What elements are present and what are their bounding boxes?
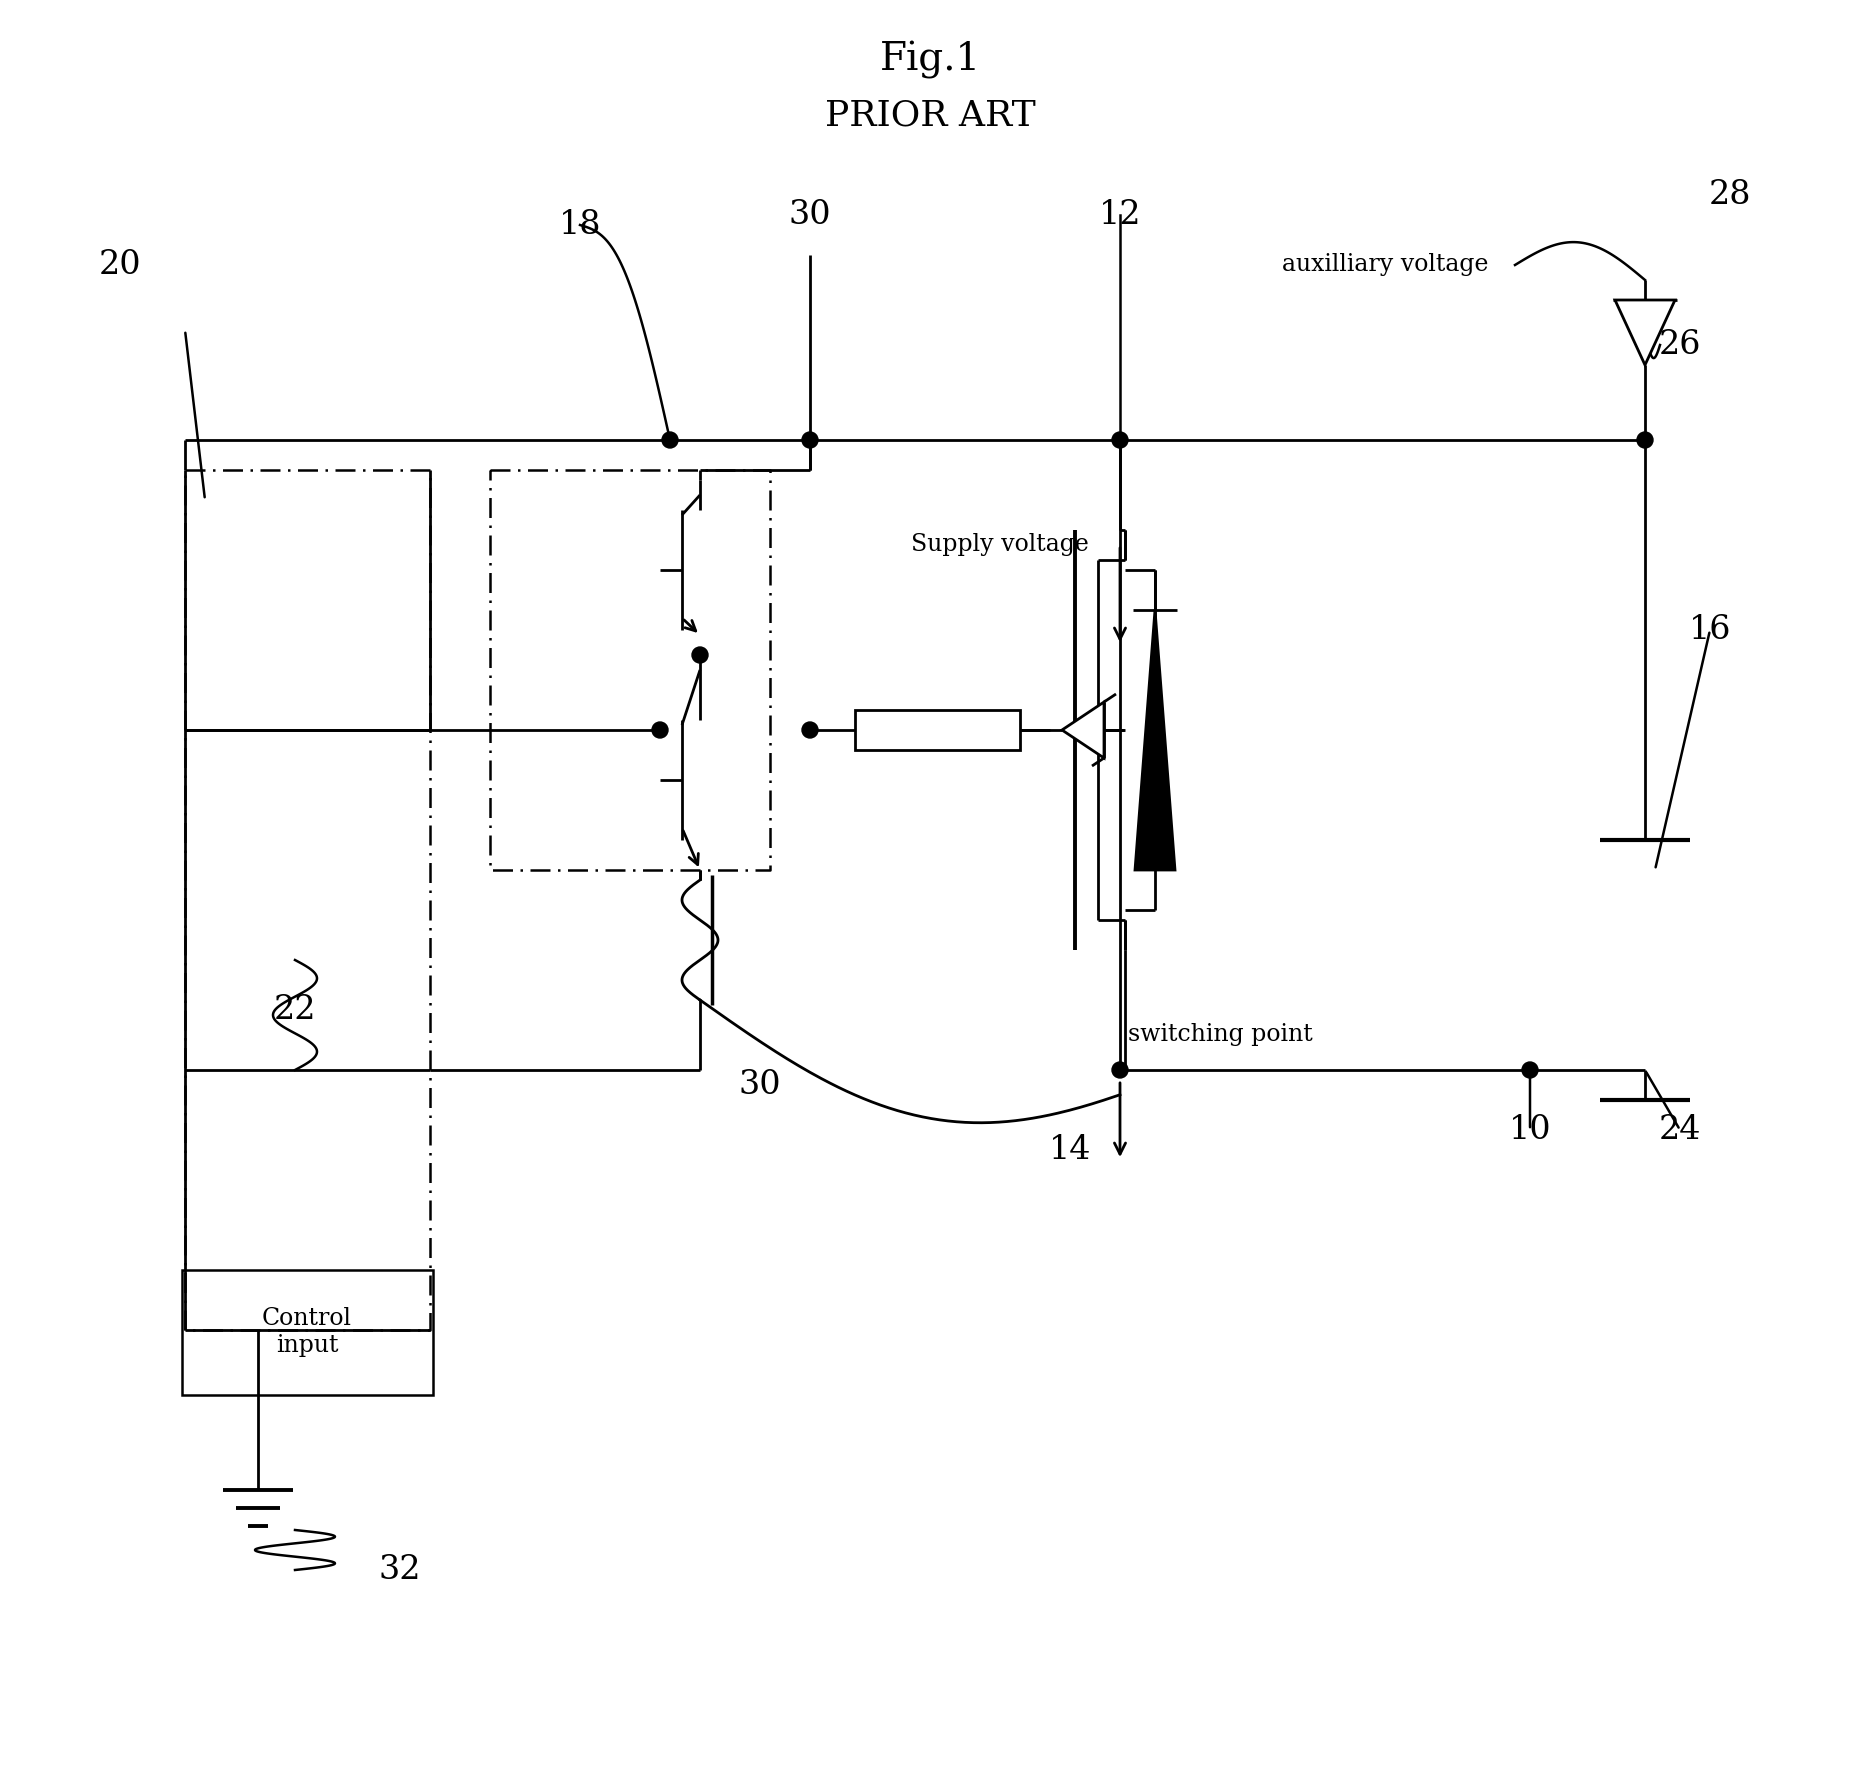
Text: 22: 22 bbox=[274, 993, 317, 1025]
Text: 20: 20 bbox=[99, 249, 142, 281]
Circle shape bbox=[652, 723, 669, 739]
Text: 16: 16 bbox=[1688, 614, 1731, 646]
Text: auxilliary voltage: auxilliary voltage bbox=[1282, 253, 1489, 276]
Text: Fig.1: Fig.1 bbox=[879, 41, 980, 78]
Text: PRIOR ART: PRIOR ART bbox=[825, 98, 1036, 132]
Text: 28: 28 bbox=[1708, 180, 1751, 212]
Text: 18: 18 bbox=[559, 208, 602, 240]
Text: 10: 10 bbox=[1509, 1114, 1552, 1146]
Text: switching point: switching point bbox=[1127, 1023, 1312, 1047]
Bar bbox=[183, 1269, 432, 1396]
Circle shape bbox=[661, 433, 678, 449]
Text: 24: 24 bbox=[1658, 1114, 1701, 1146]
Circle shape bbox=[1112, 433, 1127, 449]
Text: 26: 26 bbox=[1658, 329, 1701, 361]
Text: 12: 12 bbox=[1099, 199, 1142, 231]
Circle shape bbox=[1112, 1063, 1127, 1079]
Text: 14: 14 bbox=[1049, 1134, 1092, 1166]
Circle shape bbox=[1522, 1063, 1539, 1079]
Circle shape bbox=[691, 646, 708, 662]
Bar bbox=[855, 710, 1021, 749]
Circle shape bbox=[801, 433, 818, 449]
Circle shape bbox=[1638, 433, 1652, 449]
Text: 32: 32 bbox=[378, 1554, 421, 1586]
Text: Supply voltage: Supply voltage bbox=[911, 534, 1090, 557]
Text: 30: 30 bbox=[740, 1070, 781, 1102]
Polygon shape bbox=[1135, 611, 1176, 870]
Text: Control
input: Control input bbox=[263, 1307, 352, 1356]
Circle shape bbox=[801, 723, 818, 739]
Text: 30: 30 bbox=[788, 199, 831, 231]
Polygon shape bbox=[1615, 301, 1675, 365]
Polygon shape bbox=[1062, 701, 1105, 758]
